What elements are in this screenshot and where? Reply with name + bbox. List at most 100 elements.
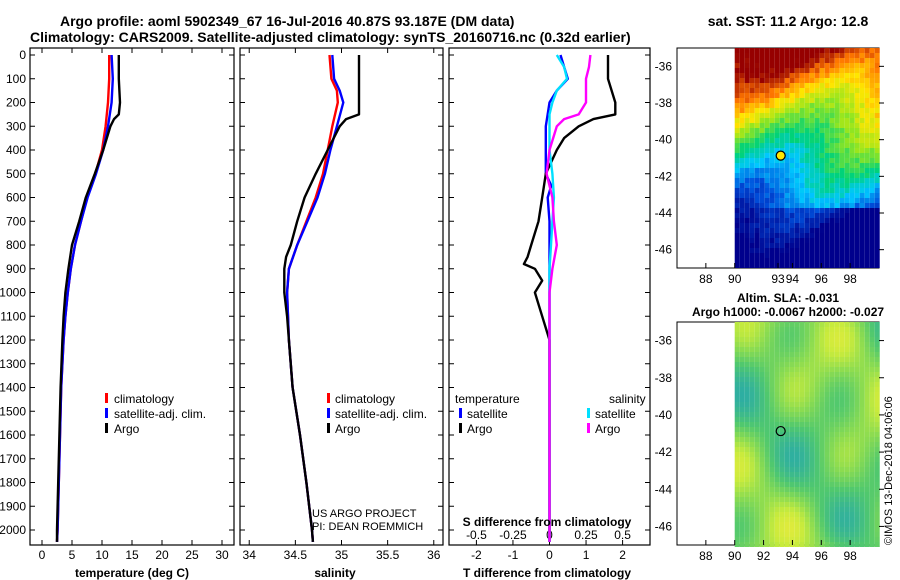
sla-cell [784, 502, 790, 507]
sla-cell [754, 537, 760, 542]
sla-cell [779, 452, 785, 457]
sla-cell [849, 352, 855, 357]
sla-cell [869, 387, 875, 392]
sst-cell [874, 213, 880, 218]
sla-cell [849, 462, 855, 467]
sst-cell [794, 208, 800, 213]
sst-cell [849, 248, 855, 253]
legend-swatch-temp-satellite [459, 408, 462, 418]
sst-cell [844, 248, 850, 253]
sla-cell [789, 402, 795, 407]
sst-cell [829, 138, 835, 143]
sla-cell [844, 412, 850, 417]
sla-cell [864, 442, 870, 447]
sla-cell [749, 517, 755, 522]
sst-cell [814, 263, 820, 268]
sla-cell [764, 422, 770, 427]
sla-cell [859, 497, 865, 502]
sla-cell [799, 422, 805, 427]
sst-cell [774, 103, 780, 108]
sst-cell [779, 93, 785, 98]
sst-cell [784, 48, 790, 53]
sla-cell [824, 327, 830, 332]
sst-cell [864, 78, 870, 83]
sla-cell [819, 507, 825, 512]
sst-cell [854, 193, 860, 198]
sst-cell [824, 148, 830, 153]
sst-cell [789, 53, 795, 58]
sst-cell [859, 48, 865, 53]
sst-cell [799, 83, 805, 88]
sla-cell [774, 422, 780, 427]
sst-cell [839, 53, 845, 58]
sst-cell [734, 233, 740, 238]
sst-cell [744, 183, 750, 188]
sst-cell [789, 253, 795, 258]
sst-cell [764, 178, 770, 183]
sst-cell [784, 183, 790, 188]
sst-cell [784, 193, 790, 198]
sla-cell [764, 432, 770, 437]
sst-cell [854, 208, 860, 213]
sla-cell [764, 512, 770, 517]
sst-cell [764, 158, 770, 163]
sla-cell [749, 432, 755, 437]
sla-cell [749, 392, 755, 397]
sla-cell [869, 442, 875, 447]
sst-cell [839, 223, 845, 228]
sst-cell [804, 243, 810, 248]
sla-cell [864, 412, 870, 417]
sla-cell [769, 372, 775, 377]
sst-cell [749, 83, 755, 88]
sla-cell [824, 512, 830, 517]
sst-cell [784, 168, 790, 173]
difference-panel: -2 -1 0 1 2-0.5 -0.25 0 0.25 0.5 temperature sal… [448, 47, 651, 580]
sla-cell [739, 372, 745, 377]
sst-cell [779, 68, 785, 73]
sst-cell [744, 238, 750, 243]
sst-cell [859, 228, 865, 233]
sla-cell [854, 337, 860, 342]
sla-cell [749, 337, 755, 342]
x-tick-label: 20 [155, 548, 169, 562]
sst-cell [864, 68, 870, 73]
sst-cell [794, 218, 800, 223]
sla-cell [804, 337, 810, 342]
sla-cell [784, 357, 790, 362]
sla-cell [774, 447, 780, 452]
sla-cell [739, 357, 745, 362]
sla-cell [809, 427, 815, 432]
sla-cell [744, 477, 750, 482]
sla-cell [764, 477, 770, 482]
sla-cell [794, 522, 800, 527]
sla-cell [809, 422, 815, 427]
sst-cell [749, 108, 755, 113]
sla-cell [829, 462, 835, 467]
sst-cell [769, 243, 775, 248]
sla-cell [799, 372, 805, 377]
sst-cell [754, 163, 760, 168]
sla-cell [829, 512, 835, 517]
sst-cell [779, 163, 785, 168]
sst-cell [809, 68, 815, 73]
sst-cell [874, 113, 880, 118]
sst-cell [829, 228, 835, 233]
sst-cell [789, 88, 795, 93]
sla-cell [794, 322, 800, 327]
sst-cell [869, 253, 875, 258]
sla-cell [809, 512, 815, 517]
sla-cell [849, 397, 855, 402]
sla-cell [784, 387, 790, 392]
sla-cell [814, 537, 820, 542]
sst-cell [774, 168, 780, 173]
sla-cell [859, 467, 865, 472]
sst-cell [794, 238, 800, 243]
sst-cell [824, 93, 830, 98]
sla-cell [804, 447, 810, 452]
sst-cell [749, 133, 755, 138]
sla-cell [819, 517, 825, 522]
sst-cell [774, 98, 780, 103]
sla-cell [789, 517, 795, 522]
sla-cell [784, 452, 790, 457]
sst-cell [834, 208, 840, 213]
